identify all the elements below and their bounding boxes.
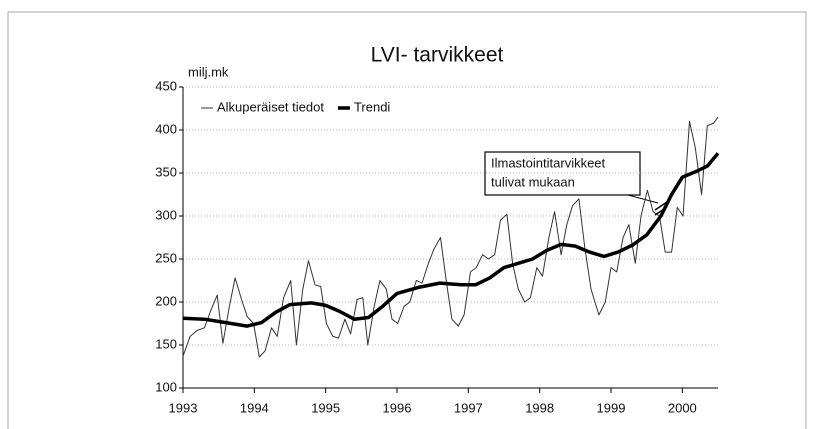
x-tick-label: 1993 bbox=[169, 400, 198, 415]
y-tick-label: 150 bbox=[155, 336, 177, 351]
y-tick-label: 450 bbox=[155, 78, 177, 93]
legend-label: Trendi bbox=[354, 99, 390, 114]
x-tick-label: 1996 bbox=[383, 400, 412, 415]
legend-label: Alkuperäiset tiedot bbox=[217, 99, 324, 114]
y-tick-label: 250 bbox=[155, 250, 177, 265]
annotation-pointer bbox=[627, 194, 659, 204]
y-tick-label: 300 bbox=[155, 207, 177, 222]
chart-title: LVI- tarvikkeet bbox=[371, 44, 504, 67]
frame bbox=[7, 11, 807, 429]
series-line bbox=[182, 116, 719, 358]
break-mark bbox=[654, 206, 668, 216]
break-mark bbox=[654, 201, 668, 211]
x-tick-label: 1997 bbox=[454, 400, 483, 415]
y-tick-label: 200 bbox=[155, 293, 177, 308]
x-tick-label: 1994 bbox=[240, 400, 269, 415]
x-tick-label: 2000 bbox=[668, 400, 697, 415]
annotation: Ilmastointitarvikkeet tulivat mukaan bbox=[484, 151, 659, 204]
x-tick-label: 1998 bbox=[525, 400, 554, 415]
y-axis-label: milj.mk bbox=[188, 64, 229, 79]
y-tick-label: 400 bbox=[155, 121, 177, 136]
annotation-line: Ilmastointitarvikkeet bbox=[491, 155, 606, 170]
y-tick-label: 100 bbox=[155, 379, 177, 394]
annotation-line: tulivat mukaan bbox=[491, 174, 575, 189]
x-tick-label: 1999 bbox=[597, 400, 626, 415]
series-line bbox=[182, 152, 720, 328]
y-tick-label: 350 bbox=[155, 164, 177, 179]
x-tick-label: 1995 bbox=[311, 400, 340, 415]
